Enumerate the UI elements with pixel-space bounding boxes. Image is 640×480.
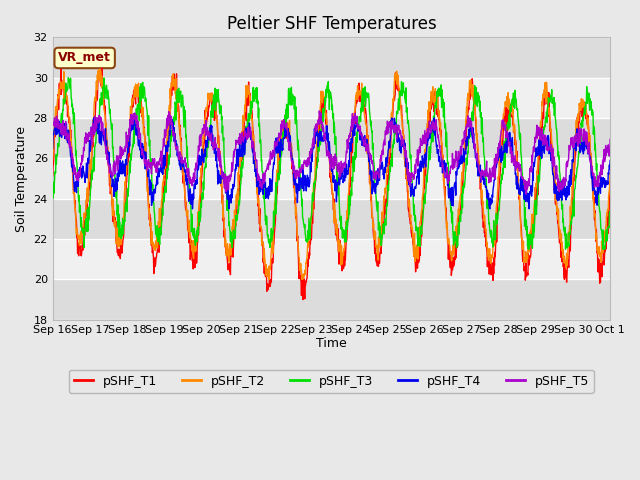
Bar	[52, 158, 610, 199]
X-axis label: Time: Time	[316, 337, 347, 350]
Bar	[52, 118, 610, 158]
Bar	[52, 37, 610, 78]
Y-axis label: Soil Temperature: Soil Temperature	[15, 126, 28, 231]
Text: VR_met: VR_met	[58, 51, 111, 64]
Bar	[52, 239, 610, 279]
Title: Peltier SHF Temperatures: Peltier SHF Temperatures	[227, 15, 436, 33]
Legend: pSHF_T1, pSHF_T2, pSHF_T3, pSHF_T4, pSHF_T5: pSHF_T1, pSHF_T2, pSHF_T3, pSHF_T4, pSHF…	[69, 370, 594, 393]
Bar	[52, 199, 610, 239]
Bar	[52, 279, 610, 320]
Bar	[52, 78, 610, 118]
